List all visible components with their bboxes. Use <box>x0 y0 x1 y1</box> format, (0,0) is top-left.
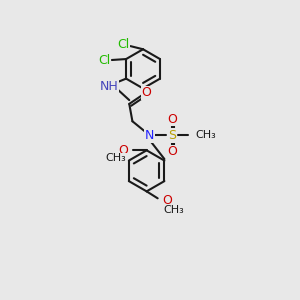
Text: Cl: Cl <box>117 38 130 51</box>
Text: O: O <box>162 194 172 207</box>
Text: O: O <box>142 86 152 99</box>
Text: CH₃: CH₃ <box>164 205 184 215</box>
Text: S: S <box>168 129 176 142</box>
Text: N: N <box>145 129 154 142</box>
Text: O: O <box>167 112 177 126</box>
Text: O: O <box>167 146 177 158</box>
Text: CH₃: CH₃ <box>195 130 216 140</box>
Text: CH₃: CH₃ <box>106 153 126 163</box>
Text: O: O <box>118 144 128 157</box>
Text: NH: NH <box>99 80 118 93</box>
Text: Cl: Cl <box>98 54 110 67</box>
